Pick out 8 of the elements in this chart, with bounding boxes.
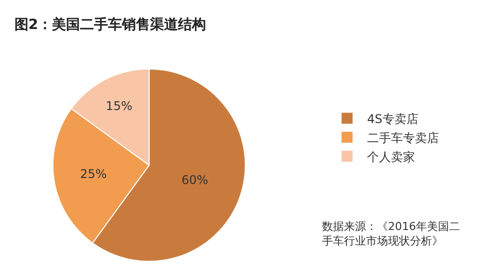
source-note: 数据来源：《2016年美国二手车行业市场现状分析》 xyxy=(322,220,460,248)
legend-label: 4S专卖店 xyxy=(367,112,418,126)
legend-label: 二手车专卖店 xyxy=(367,130,440,145)
legend-label: 个人卖家 xyxy=(367,150,416,164)
chart-title: 图2：美国二手车销售渠道结构 xyxy=(14,16,206,33)
data-label: 60% xyxy=(182,173,208,188)
data-label: 25% xyxy=(80,166,107,181)
data-label: 15% xyxy=(106,99,132,114)
